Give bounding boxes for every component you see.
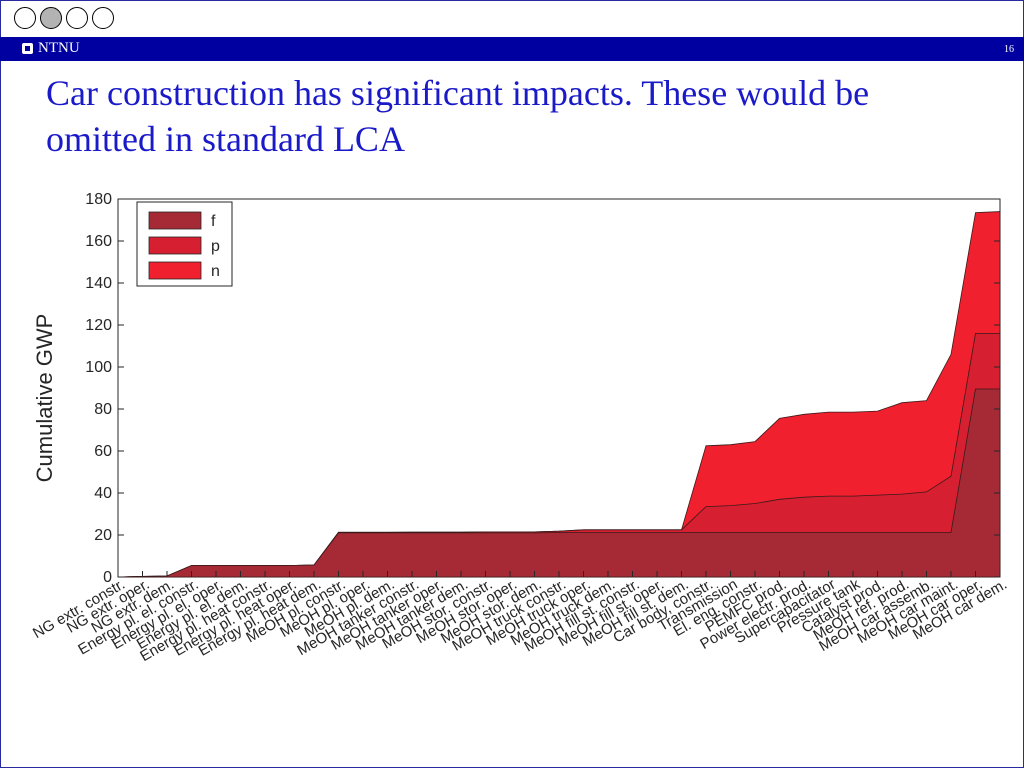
brand-name: NTNU xyxy=(38,40,80,56)
header-bar: NTNU 16 xyxy=(0,37,1024,61)
nav-circle-3[interactable] xyxy=(66,7,88,29)
slide-nav-indicators xyxy=(14,7,114,29)
ntnu-logo-icon xyxy=(22,43,33,54)
slide-title: Car construction has significant impacts… xyxy=(46,73,870,159)
page-number: 16 xyxy=(1004,44,1014,55)
nav-circle-4[interactable] xyxy=(92,7,114,29)
nav-circle-2[interactable] xyxy=(40,7,62,29)
nav-circle-1[interactable] xyxy=(14,7,36,29)
